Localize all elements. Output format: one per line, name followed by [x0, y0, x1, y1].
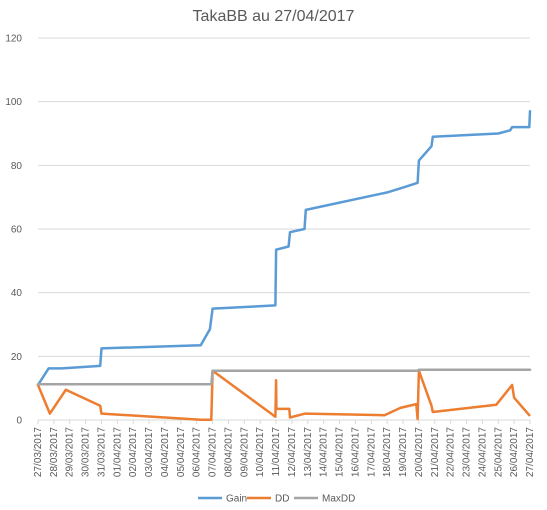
x-axis-ticks: 27/03/2017 28/03/2017 29/03/2017 30/03/2017… — [33, 420, 536, 477]
x-tick-label: 08/04/2017 — [223, 427, 234, 477]
x-tick-label: 19/04/2017 — [398, 427, 409, 477]
x-tick-label: 04/04/2017 — [160, 427, 171, 477]
legend-label: Gain — [226, 494, 247, 505]
x-tick-label: 30/03/2017 — [81, 427, 92, 477]
series-line-gain — [36, 109, 532, 387]
y-tick-label: 0 — [16, 416, 22, 427]
series-lines — [36, 109, 532, 421]
x-tick-label: 18/04/2017 — [382, 427, 393, 477]
x-tick-label: 02/04/2017 — [128, 427, 139, 477]
x-tick-label: 13/04/2017 — [303, 427, 314, 477]
gridlines — [38, 37, 530, 421]
x-tick-label: 03/04/2017 — [144, 427, 155, 477]
x-tick-label: 07/04/2017 — [208, 427, 219, 477]
series-line-dd — [36, 369, 531, 421]
x-tick-label: 25/04/2017 — [493, 427, 504, 477]
legend: Gain DD MaxDD — [198, 494, 355, 505]
x-tick-label: 01/04/2017 — [112, 427, 123, 477]
y-tick-label: 100 — [5, 97, 22, 108]
x-tick-label: 05/04/2017 — [176, 427, 187, 477]
y-tick-label: 60 — [11, 225, 23, 236]
x-tick-label: 11/04/2017 — [271, 427, 282, 477]
legend-label: DD — [275, 494, 289, 505]
x-tick-label: 10/04/2017 — [255, 427, 266, 477]
x-tick-label: 22/04/2017 — [446, 427, 457, 477]
x-tick-label: 24/04/2017 — [477, 427, 488, 477]
x-tick-label: 21/04/2017 — [430, 427, 441, 477]
x-tick-label: 31/03/2017 — [96, 427, 107, 477]
y-tick-label: 20 — [11, 352, 23, 363]
x-tick-label: 26/04/2017 — [509, 427, 520, 477]
series-line-maxdd — [36, 368, 532, 386]
x-tick-label: 09/04/2017 — [239, 427, 250, 477]
y-tick-label: 40 — [11, 288, 23, 299]
x-tick-label: 23/04/2017 — [462, 427, 473, 477]
x-tick-label: 20/04/2017 — [414, 427, 425, 477]
y-axis-ticks: 0 20 40 60 80 100 120 — [5, 34, 22, 427]
x-tick-label: 28/03/2017 — [49, 427, 60, 477]
x-tick-label: 06/04/2017 — [192, 427, 203, 477]
y-tick-label: 80 — [11, 161, 23, 172]
x-tick-label: 14/04/2017 — [319, 427, 330, 477]
legend-label: MaxDD — [322, 494, 355, 505]
x-tick-label: 12/04/2017 — [287, 427, 298, 477]
y-tick-label: 120 — [5, 34, 22, 45]
x-tick-label: 16/04/2017 — [350, 427, 361, 477]
x-tick-label: 17/04/2017 — [366, 427, 377, 477]
x-tick-label: 27/03/2017 — [33, 427, 44, 477]
x-tick-label: 29/03/2017 — [65, 427, 76, 477]
chart-title: TakaBB au 27/04/2017 — [193, 8, 355, 25]
x-tick-label: 27/04/2017 — [525, 427, 536, 477]
x-tick-label: 15/04/2017 — [335, 427, 346, 477]
